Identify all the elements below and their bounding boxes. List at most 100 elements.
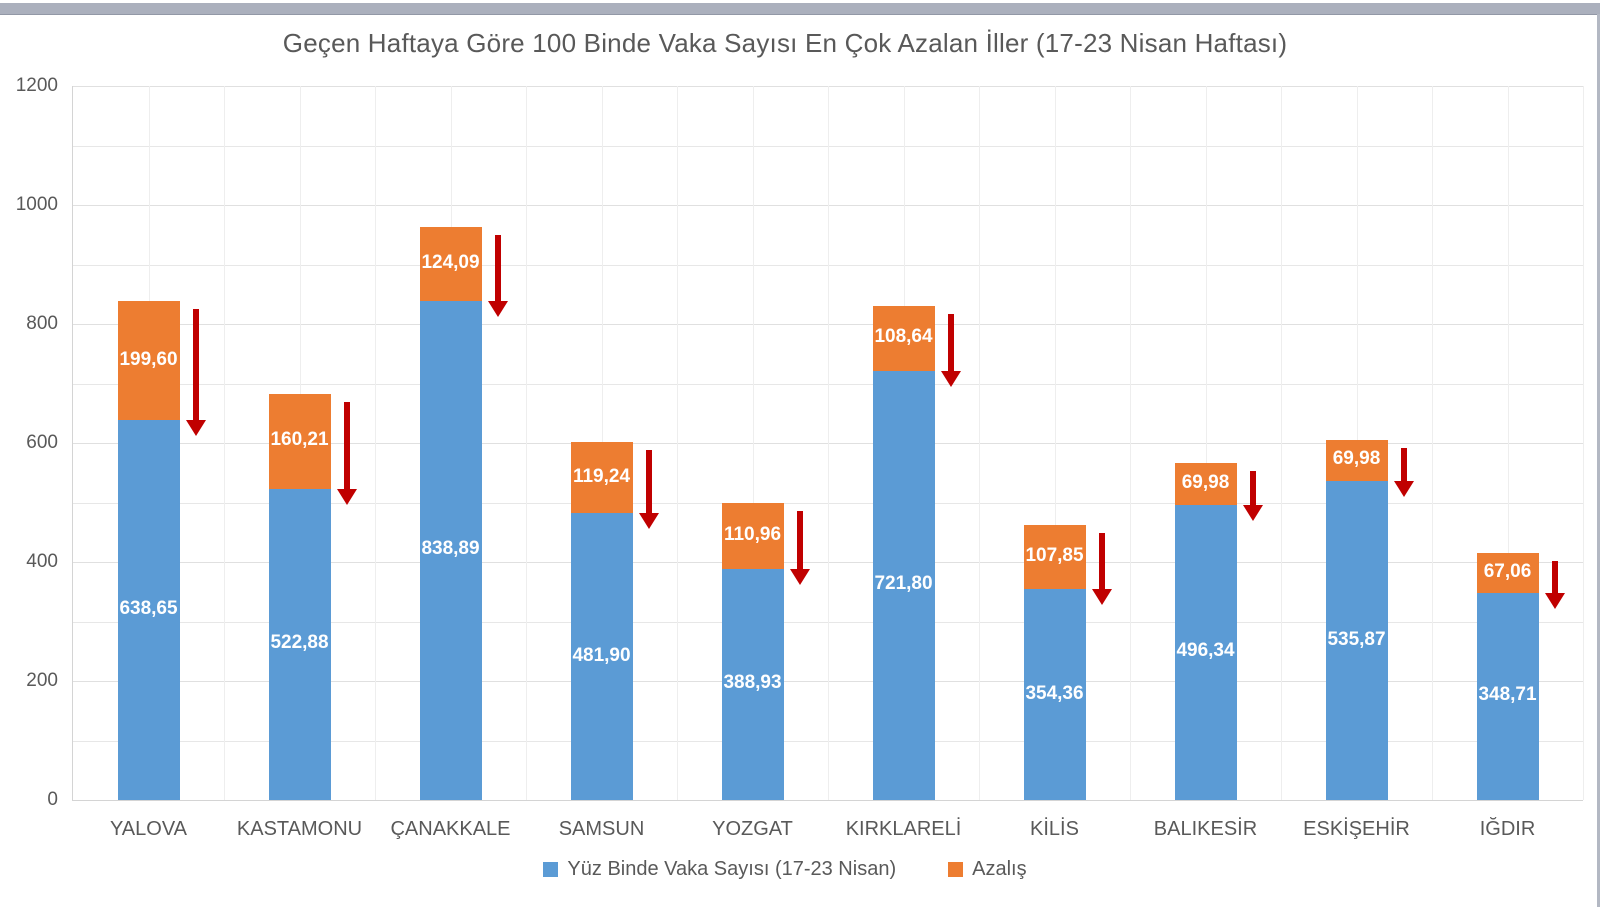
category-label: ESKİŞEHİR	[1303, 818, 1410, 840]
vertical-gridline	[375, 86, 376, 800]
legend-item: Azalış	[948, 858, 1027, 881]
bar-label-cases: 638,65	[119, 598, 178, 619]
bar-segment-decrease	[872, 305, 935, 371]
bar-segment-cases	[570, 513, 633, 800]
decrease-arrow-head	[185, 420, 206, 436]
y-axis-tick-label: 0	[47, 789, 58, 810]
bar-segment-cases	[117, 420, 180, 800]
decrease-arrow	[192, 309, 199, 420]
decrease-arrow-head	[1091, 589, 1112, 606]
plot-area: 638,65 199,60 522,88 160,21 838,89 124,09 481,…	[72, 86, 1584, 801]
bar-label-cases: 522,88	[270, 632, 329, 654]
bar-segment-decrease	[1476, 552, 1539, 593]
legend: Yüz Binde Vaka Sayısı (17-23 Nisan) Azalı…	[0, 858, 1570, 881]
y-axis-tick-label: 1000	[15, 194, 58, 215]
category-label: KIRKLARELİ	[845, 818, 962, 840]
category-label: BALIKESİR	[1153, 818, 1258, 840]
y-axis-line	[72, 86, 73, 800]
bar-label-cases: 348,71	[1478, 684, 1537, 706]
window-top-strip	[0, 3, 1600, 15]
vertical-gridline	[1432, 86, 1433, 800]
vertical-gridline	[828, 86, 829, 800]
decrease-arrow-head	[789, 568, 810, 585]
category-label: SAMSUN	[558, 818, 645, 840]
decrease-arrow-head	[487, 300, 508, 317]
chart-area: Geçen Haftaya Göre 100 Binde Vaka Sayısı…	[0, 14, 1597, 907]
decrease-arrow-head	[1242, 504, 1263, 521]
vertical-gridline	[1054, 86, 1056, 800]
decrease-arrow	[1098, 532, 1105, 590]
category-label: IĞDIR	[1479, 818, 1536, 840]
bar-label-cases: 354,36	[1025, 682, 1084, 704]
category-label: YOZGAT	[712, 818, 793, 840]
bar-segment-cases	[419, 300, 482, 800]
bar-segment-cases	[1023, 589, 1086, 800]
bar-label-cases: 535,87	[1327, 628, 1386, 650]
bar-segment-decrease	[1174, 463, 1237, 505]
bar-segment-cases	[1476, 592, 1539, 800]
y-axis-tick-label: 600	[26, 432, 58, 453]
decrease-arrow-head	[1393, 481, 1414, 498]
bar-segment-decrease	[419, 227, 482, 301]
x-axis-line	[72, 800, 1583, 801]
bar-label-decrease: 107,85	[1025, 545, 1084, 567]
decrease-arrow-head	[940, 370, 961, 387]
decrease-arrow	[947, 313, 954, 371]
window-right-edge	[1597, 14, 1600, 907]
y-axis-tick-label: 1200	[15, 75, 58, 96]
legend-swatch	[543, 862, 559, 877]
bar-label-decrease: 199,60	[119, 348, 178, 370]
vertical-gridline	[677, 86, 678, 800]
decrease-arrow	[1400, 447, 1407, 482]
category-label: YALOVA	[109, 818, 188, 840]
decrease-arrow-head	[336, 488, 357, 505]
bar-segment-decrease	[1023, 524, 1086, 590]
decrease-arrow	[1551, 560, 1558, 593]
bar-label-cases: 481,90	[572, 644, 631, 666]
bar-label-decrease: 69,98	[1332, 448, 1381, 470]
vertical-gridline	[526, 86, 527, 800]
vertical-gridline	[1130, 86, 1131, 800]
decrease-arrow	[494, 235, 501, 301]
bar-label-cases: 496,34	[1176, 640, 1235, 662]
bar-segment-cases	[268, 488, 331, 800]
vertical-gridline	[1507, 86, 1509, 800]
legend-swatch	[948, 862, 964, 877]
vertical-gridline	[1205, 86, 1207, 800]
bar-label-decrease: 119,24	[572, 465, 631, 487]
vertical-gridline	[1281, 86, 1282, 800]
bar-segment-cases	[1325, 481, 1388, 800]
decrease-arrow	[796, 510, 803, 569]
category-label: KASTAMONU	[236, 818, 363, 840]
y-axis-tick-label: 800	[26, 313, 58, 334]
bar-segment-decrease	[268, 393, 331, 489]
bar-label-decrease: 108,64	[874, 326, 933, 348]
bar-segment-decrease	[721, 502, 784, 569]
bar-segment-cases	[872, 370, 935, 800]
category-label: ÇANAKKALE	[390, 818, 511, 840]
bar-label-decrease: 160,21	[270, 429, 329, 451]
bar-label-decrease: 124,09	[421, 251, 480, 273]
decrease-arrow	[645, 450, 652, 514]
bar-label-decrease: 67,06	[1483, 560, 1532, 582]
legend-item: Yüz Binde Vaka Sayısı (17-23 Nisan)	[543, 858, 896, 881]
bar-label-decrease: 69,98	[1181, 471, 1230, 493]
chart-title: Geçen Haftaya Göre 100 Binde Vaka Sayısı…	[282, 28, 1288, 58]
decrease-arrow	[1249, 471, 1256, 505]
bar-label-cases: 388,93	[723, 672, 782, 694]
bar-label-cases: 838,89	[421, 538, 480, 560]
vertical-gridline	[752, 86, 754, 800]
decrease-arrow-head	[638, 513, 659, 530]
bar-segment-cases	[721, 568, 784, 800]
vertical-gridline	[1583, 86, 1584, 800]
y-axis-tick-label: 400	[26, 551, 58, 572]
category-label: KİLİS	[1030, 818, 1079, 840]
decrease-arrow-head	[1544, 592, 1565, 609]
legend-label: Yüz Binde Vaka Sayısı (17-23 Nisan)	[567, 858, 897, 880]
bar-segment-cases	[1174, 504, 1237, 800]
bar-segment-decrease	[117, 301, 180, 420]
legend-label: Azalış	[972, 858, 1027, 880]
vertical-gridline	[224, 86, 225, 800]
bar-label-decrease: 110,96	[723, 523, 782, 545]
